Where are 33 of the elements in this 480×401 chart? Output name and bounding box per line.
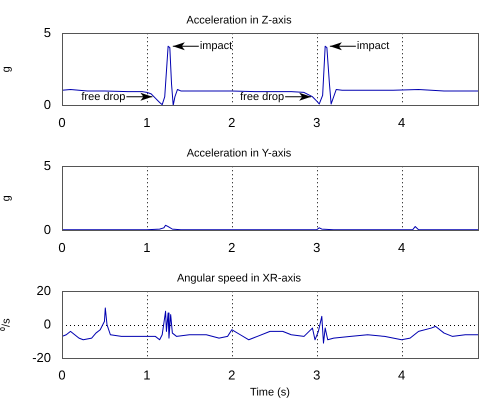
y-tick-label: 5	[44, 24, 51, 40]
y-tick-label: 0	[44, 316, 51, 332]
y-axis-title: g	[0, 195, 13, 202]
y-axis-title: g	[0, 66, 13, 72]
chart-title: Acceleration in Z-axis	[186, 14, 292, 27]
annotation: free drop	[81, 90, 126, 103]
x-tick-label: 4	[398, 114, 406, 130]
x-tick-label: 0	[58, 240, 66, 255]
x-tick-label: 0	[58, 368, 66, 383]
x-tick-label: 1	[143, 114, 151, 130]
x-tick-label: 3	[313, 240, 320, 255]
chart-title: Angular speed in XR-axis	[176, 272, 302, 285]
x-tick-label: 0	[58, 114, 66, 130]
x-tick-label: 2	[228, 240, 236, 255]
x-tick-label: 3	[313, 368, 320, 383]
x-tick-label: 3	[313, 114, 320, 130]
y-tick-label: 20	[36, 282, 51, 298]
annotation: impact	[200, 40, 232, 52]
x-tick-label: 2	[228, 368, 236, 383]
x-tick-label: 4	[398, 240, 406, 255]
x-tick-label: 1	[143, 240, 151, 255]
x-tick-label: 2	[228, 114, 236, 130]
y-tick-label: 5	[44, 158, 51, 173]
x-axis-title: Time (s)	[250, 386, 290, 398]
x-tick-label: 1	[143, 368, 151, 383]
y-tick-label: 0	[44, 96, 51, 112]
chart-title: Acceleration in Y-axis	[186, 148, 292, 160]
x-tick-label: 4	[398, 368, 406, 383]
y-tick-label: -20	[32, 350, 51, 365]
y-tick-label: 0	[44, 222, 51, 237]
annotation: impact	[356, 40, 390, 52]
y-axis-title: ⁰/s	[0, 318, 13, 331]
annotation: free drop	[240, 90, 284, 103]
